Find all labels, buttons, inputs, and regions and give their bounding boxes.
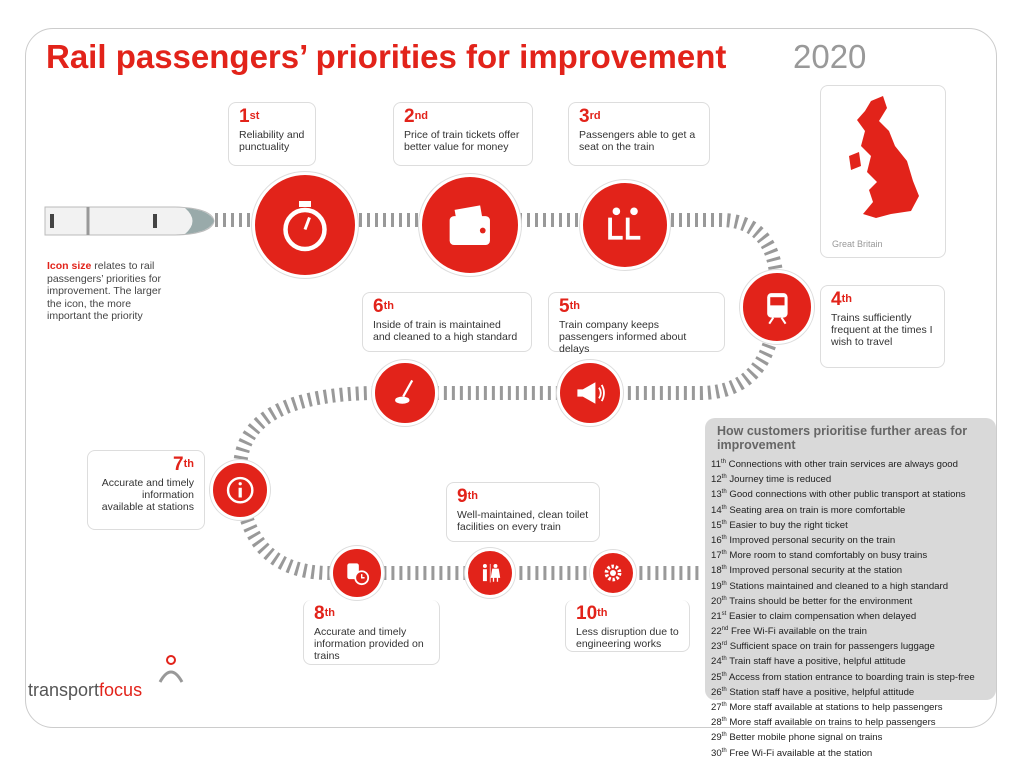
further-priority-item: 11th Connections with other train servic… [711, 459, 958, 471]
further-priority-item: 19th Stations maintained and cleaned to … [711, 580, 949, 592]
priority-card-8: 8th Accurate and timely information provi… [303, 600, 440, 665]
legend-note: Icon size relates to rail passengers’ pr… [47, 260, 162, 322]
further-priority-item: 27th More staff available at stations to… [711, 702, 943, 714]
info-icon [210, 460, 270, 520]
priority-card-1: 1st Reliability and punctuality [228, 102, 316, 166]
train-clock-icon [330, 546, 384, 600]
mop-icon [372, 360, 438, 426]
further-priority-item: 13th Good connections with other public … [711, 489, 966, 501]
rail-track [44, 206, 785, 580]
wallet-icon [419, 174, 521, 276]
priority-card-3: 3rd Passengers able to get a seat on the … [568, 102, 710, 166]
further-priority-item: 24th Train staff have a positive, helpfu… [711, 656, 906, 668]
further-priority-item: 18th Improved personal security at the s… [711, 565, 903, 577]
toilet-icon [465, 548, 515, 598]
further-priority-item: 16th Improved personal security on the t… [711, 534, 896, 547]
further-priority-item: 14th Seating area on train is more comfo… [711, 504, 906, 516]
further-priority-item: 30th Free Wi-Fi available at the station [711, 747, 873, 759]
transportfocus-logo: transportfocus [28, 655, 184, 701]
priority-card-7: 7th Accurate and timely information avail… [87, 450, 205, 530]
further-priority-item: 21st Easier to claim compensation when d… [711, 610, 917, 623]
further-priority-item: 26th Station staff have a positive, help… [711, 686, 915, 698]
priority-card-10: 10th Less disruption due to engineering w… [565, 600, 690, 652]
further-priority-item: 23rd Sufficient space on train for passe… [711, 641, 935, 653]
further-priorities-panel: How customers prioritise further areas f… [705, 418, 996, 759]
stopwatch-icon [252, 172, 358, 278]
gear-wrench-icon [590, 550, 636, 596]
further-priority-item: 17th More room to stand comfortably on b… [711, 550, 928, 562]
further-priority-item: 12th Journey time is reduced [711, 474, 832, 486]
priority-card-9: 9th Well-maintained, clean toilet facilit… [446, 482, 600, 542]
further-priority-item: 22nd Free Wi-Fi available on the train [711, 626, 867, 638]
further-priority-item: 25th Access from station entrance to boa… [711, 671, 975, 683]
further-priority-item: 15th Easier to buy the right ticket [711, 519, 848, 531]
priority-card-2: 2nd Price of train tickets offer better v… [393, 102, 533, 166]
seats-icon [580, 180, 670, 270]
logo-icon [158, 655, 184, 683]
further-priority-item: 20th Trains should be better for the env… [711, 595, 913, 607]
further-priority-item: 29th Better mobile phone signal on train… [711, 732, 883, 744]
priority-card-6: 6th Inside of train is maintained and cle… [362, 292, 532, 352]
further-priorities-list: 11th Connections with other train servic… [711, 456, 990, 760]
year: 2020 [793, 38, 867, 75]
further-priority-item: 28th More staff available on trains to h… [711, 717, 936, 729]
map-icon [849, 96, 919, 218]
map-label: Great Britain [832, 239, 883, 249]
panel-title: How customers prioritise further areas f… [717, 424, 968, 452]
train-illustration [44, 206, 215, 236]
priority-card-5: 5th Train company keeps passengers inform… [548, 292, 725, 355]
great-britain-map: Great Britain [820, 85, 946, 258]
train-icon [740, 270, 814, 344]
page-title: Rail passengers’ priorities for improvem… [46, 38, 727, 75]
priority-card-4: 4th Trains sufficiently frequent at the t… [820, 285, 945, 368]
megaphone-icon [557, 360, 623, 426]
